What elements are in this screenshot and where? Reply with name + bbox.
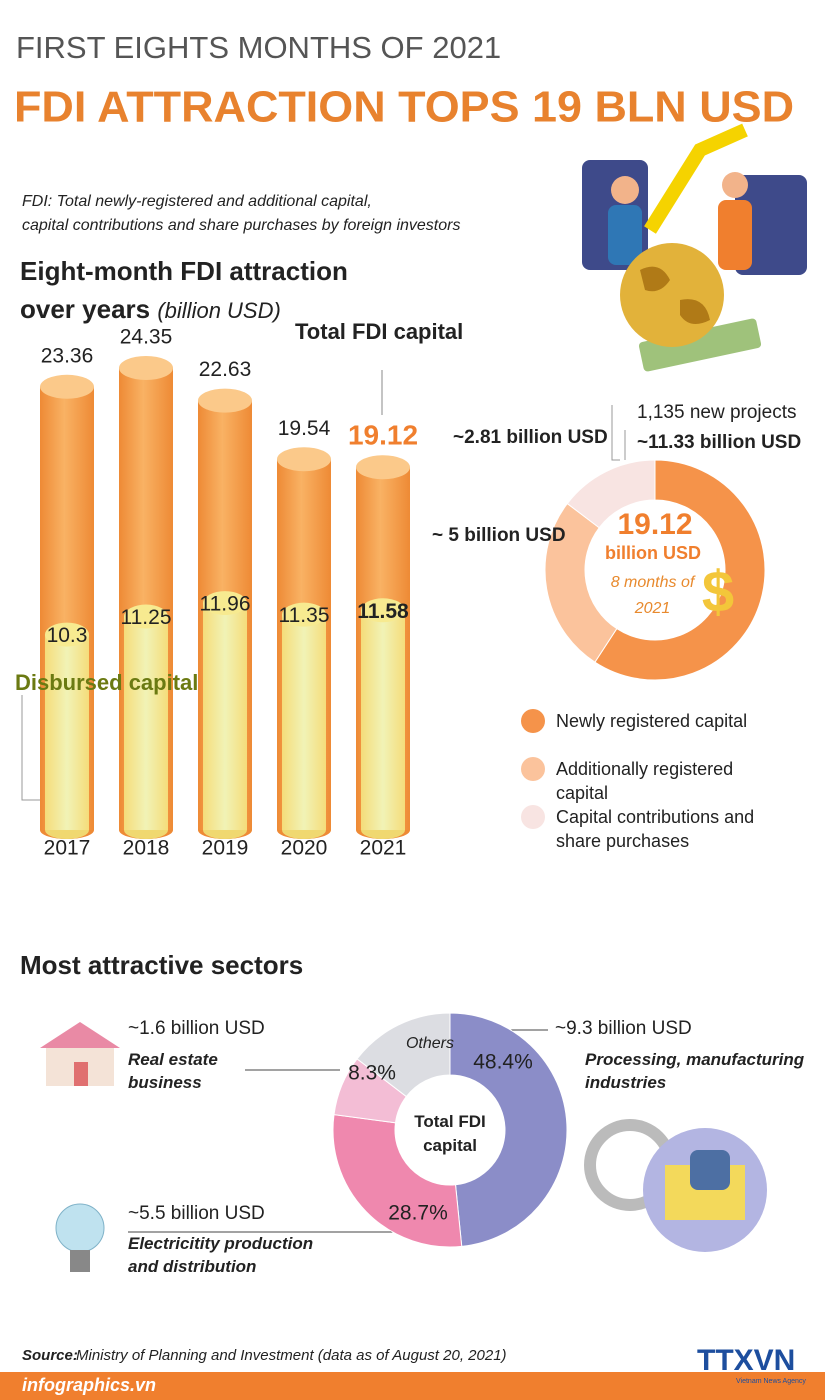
- globe: [620, 243, 724, 347]
- value-label: ~ 5 billion USD: [432, 525, 566, 546]
- dollar-sign: $: [702, 559, 734, 624]
- money: [638, 318, 762, 372]
- trend-arrow: [644, 123, 748, 234]
- amount-label: ~5.5 billion USD: [128, 1203, 265, 1224]
- source-label: Source:: [22, 1347, 78, 1364]
- x-tick-label: 2021: [360, 837, 407, 860]
- legend-label: Capital contributions and share purchase…: [556, 807, 755, 851]
- sector-name: Electricitity production and distributio…: [128, 1234, 314, 1276]
- cylinder-top: [356, 455, 410, 480]
- tank: [690, 1150, 730, 1190]
- cylinder-top: [124, 604, 168, 629]
- legend-swatch: [521, 805, 545, 829]
- globe-land: [640, 266, 710, 324]
- cylinder-body: [282, 614, 326, 830]
- value-label: 22.63: [199, 358, 252, 381]
- value-label: 19.54: [278, 417, 331, 440]
- amount-label: ~9.3 billion USD: [555, 1018, 692, 1039]
- factory-icon: [584, 1119, 767, 1252]
- value-label: 28.7%: [388, 1202, 448, 1225]
- note-line: capital contributions and share purchase…: [22, 217, 460, 234]
- cylinder: [124, 604, 168, 839]
- legend-label: Additionally registered capital: [556, 759, 734, 803]
- chart-title: Most attractive sectors: [20, 950, 304, 980]
- source: Ministry of Planning and Investment (dat…: [76, 1347, 507, 1364]
- bulb: [55, 1203, 105, 1253]
- value-label: ~11.33 billion USD: [637, 432, 801, 453]
- sector-name: Processing, manufacturing industries: [585, 1050, 805, 1092]
- legend-label: Disbursed capital: [15, 670, 198, 695]
- cylinder-top: [45, 622, 89, 647]
- x-tick-label: 2019: [202, 837, 249, 860]
- cylinder-top: [282, 602, 326, 627]
- center-unit: billion USD: [605, 543, 701, 563]
- value-label: 11.96: [200, 593, 251, 616]
- footer-band: [0, 1372, 825, 1400]
- cylinder-body: [45, 634, 89, 830]
- phone: [735, 175, 807, 275]
- cylinder-body: [361, 610, 405, 830]
- bulb-base: [70, 1250, 90, 1272]
- x-tick-label: 2018: [123, 837, 170, 860]
- leader-line: [611, 405, 620, 461]
- value-label: ~2.81 billion USD: [453, 427, 608, 448]
- cylinder: [203, 591, 247, 839]
- cylinder-top: [361, 598, 405, 623]
- cylinder-top: [40, 374, 94, 399]
- donut-hole: [395, 1075, 505, 1185]
- roof: [40, 1022, 120, 1048]
- center-value: 19.12: [617, 508, 692, 541]
- person-head: [722, 172, 748, 198]
- x-tick-label: 2020: [281, 837, 328, 860]
- x-tick-label: 2017: [44, 837, 91, 860]
- legend-swatch: [521, 709, 545, 733]
- amount-label: ~1.6 billion USD: [128, 1018, 265, 1039]
- value-label: 19.12: [348, 420, 418, 451]
- annotation: 1,135 new projects: [637, 402, 797, 423]
- value-label: 11.25: [121, 606, 172, 629]
- cylinder-top: [119, 356, 173, 380]
- cylinder: [282, 602, 326, 839]
- cylinder-body: [203, 603, 247, 830]
- value-label: 48.4%: [473, 1051, 533, 1074]
- kicker: FIRST EIGHTS MONTHS OF 2021: [16, 30, 501, 65]
- agency-sub: Vietnam News Agency: [736, 1378, 806, 1385]
- chart-unit: (billion USD): [157, 298, 281, 323]
- cylinder-top: [277, 447, 331, 472]
- cylinder: [361, 598, 405, 839]
- door: [74, 1062, 88, 1086]
- bulb-icon: [55, 1203, 105, 1272]
- value-label: 24.35: [120, 326, 173, 349]
- site: infographics.vn: [22, 1375, 156, 1395]
- center-note: 8 months of 2021: [610, 574, 695, 617]
- cylinder: [45, 622, 89, 839]
- sector-name: Real estate business: [128, 1050, 218, 1092]
- category-label: Others: [406, 1035, 454, 1052]
- value-label: 10.3: [47, 624, 88, 647]
- donut-hole: [585, 500, 725, 640]
- cylinder-body: [124, 616, 168, 830]
- legend-label: Total FDI capital: [295, 319, 463, 344]
- center-label: Total FDI capital: [414, 1112, 486, 1155]
- value-label: 23.36: [41, 344, 94, 367]
- value-label: 11.58: [357, 600, 409, 623]
- cylinder-top: [198, 388, 252, 413]
- house-icon: [40, 1022, 120, 1086]
- person-body: [718, 200, 752, 270]
- agency: TTXVN: [697, 1344, 795, 1377]
- value-label: 8.3%: [348, 1062, 396, 1085]
- person-head: [611, 176, 639, 204]
- note-line: FDI: Total newly-registered and addition…: [22, 193, 372, 210]
- chart-title-text: Eight-month FDI attraction over years: [20, 256, 348, 324]
- person-body: [608, 205, 642, 265]
- illustration: [582, 123, 807, 372]
- cylinder-top: [203, 591, 247, 616]
- headline: FDI ATTRACTION TOPS 19 BLN USD: [14, 83, 794, 132]
- legend-label: Newly registered capital: [556, 711, 748, 731]
- legend-swatch: [521, 757, 545, 781]
- value-label: 11.35: [279, 604, 330, 627]
- chart-title: Eight-month FDI attraction over years (b…: [20, 252, 405, 330]
